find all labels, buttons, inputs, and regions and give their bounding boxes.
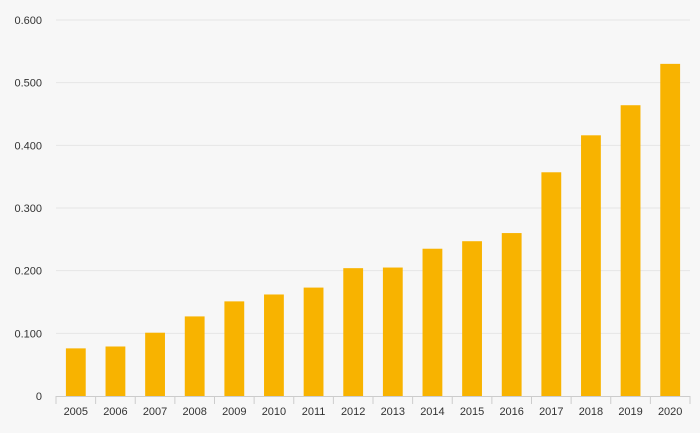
bar-2019	[620, 105, 641, 396]
x-tick-label: 2007	[143, 406, 167, 418]
x-axis: 2005 2006 2007 2008 2009 2010 2011 2012 2013 2014…	[55, 396, 691, 418]
bar-2016	[501, 233, 522, 396]
bar-2012	[343, 268, 364, 396]
bar-2020	[660, 63, 681, 396]
x-tick-label: 2019	[618, 406, 642, 418]
bar-2007	[145, 332, 165, 396]
x-tick-label: 2005	[64, 406, 88, 418]
bar-2015	[462, 241, 482, 396]
bar-2011	[303, 287, 324, 396]
x-tick-label: 2016	[499, 406, 523, 418]
bar-2018	[581, 135, 601, 396]
bar-2009	[224, 301, 245, 396]
bar-2006	[105, 346, 126, 396]
y-tick-label: 0.400	[14, 140, 42, 152]
y-tick-label: 0.100	[14, 328, 42, 340]
y-tick-label: 0.300	[14, 203, 42, 215]
x-tick-label: 2008	[182, 406, 206, 418]
bar-2017	[541, 172, 562, 396]
x-tick-label: 2020	[658, 406, 682, 418]
x-tick-label: 2009	[222, 406, 246, 418]
x-tick-label: 2011	[302, 406, 326, 418]
x-tick-label: 2015	[460, 406, 484, 418]
bar-2014	[422, 248, 443, 396]
bar-2013	[382, 267, 403, 396]
bar-2005	[65, 348, 86, 396]
x-tick-label: 2014	[420, 406, 444, 418]
y-axis: 0 0.100 0.200 0.300 0.400 0.500 0.600	[14, 15, 42, 403]
x-tick-label: 2010	[262, 406, 286, 418]
x-tick-label: 2012	[341, 406, 365, 418]
bar-2010	[264, 294, 284, 396]
y-tick-label: 0.600	[14, 15, 42, 27]
y-tick-label: 0.500	[14, 78, 42, 90]
y-tick-label: 0.200	[14, 266, 42, 278]
x-tick-label: 2017	[539, 406, 563, 418]
x-tick-label: 2013	[381, 406, 405, 418]
x-tick-label: 2006	[103, 406, 127, 418]
y-tick-label: 0	[36, 391, 42, 403]
bar-2008	[184, 316, 205, 396]
bars	[65, 63, 681, 396]
x-tick-label: 2018	[579, 406, 603, 418]
